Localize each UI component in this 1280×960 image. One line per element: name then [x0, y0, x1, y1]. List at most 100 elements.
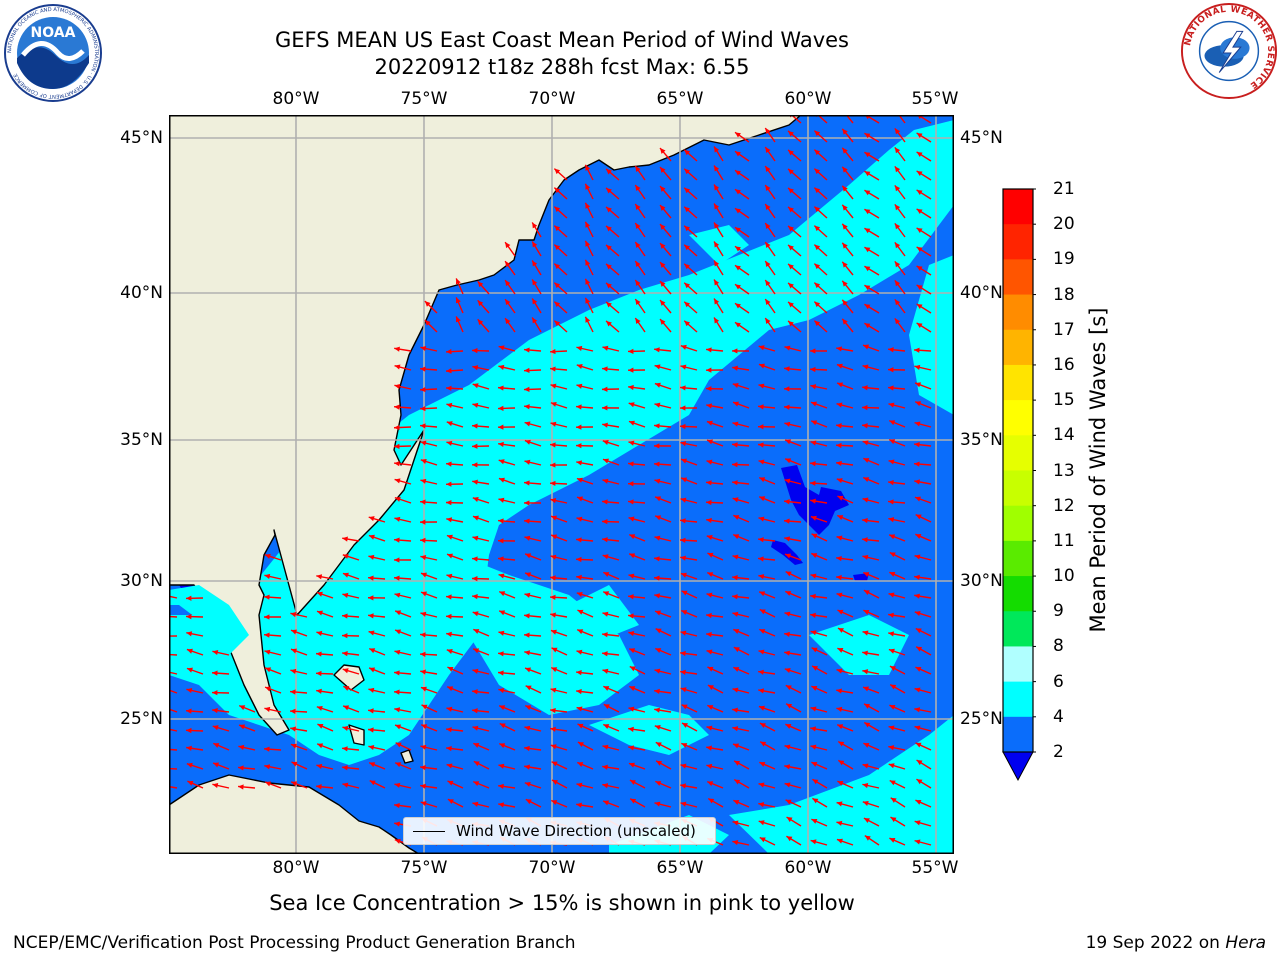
wind-wave-arrowhead [472, 462, 478, 468]
wind-wave-arrowhead [446, 385, 452, 391]
wind-wave-arrowhead [914, 479, 921, 485]
wind-wave-arrowhead [836, 346, 843, 352]
wind-wave-arrowhead [577, 629, 584, 635]
wind-wave-arrowhead [342, 592, 349, 598]
wind-wave-arrowhead [707, 781, 714, 787]
wind-wave-arrowhead [811, 762, 818, 767]
wind-wave-arrowhead [629, 666, 636, 672]
wind-wave-arrowhead [498, 687, 505, 694]
wind-wave-arrowhead [577, 496, 584, 502]
wind-wave-arrowhead [550, 401, 557, 407]
wind-wave-arrowhead [836, 442, 842, 449]
colorbar-segment [1003, 505, 1033, 542]
wind-wave-arrowhead [342, 765, 348, 771]
wind-wave-arrowhead [680, 518, 686, 524]
wind-wave-arrowhead [369, 762, 376, 768]
wind-wave-arrow [169, 785, 178, 789]
wind-wave-arrowhead [654, 575, 660, 581]
wind-wave-arrowhead [635, 166, 641, 172]
wind-wave-arrowhead [862, 423, 868, 429]
wind-wave-arrowhead [660, 167, 666, 173]
wind-wave-arrowhead [894, 318, 901, 325]
wind-wave-arrowhead [784, 478, 791, 484]
wind-wave-arrowhead [810, 366, 816, 373]
wind-wave-arrowhead [499, 743, 506, 749]
wind-wave-arrowhead [732, 554, 739, 560]
wind-wave-arrowhead [863, 742, 870, 748]
wind-wave-arrowhead [368, 744, 375, 751]
wind-wave-arrowhead [812, 798, 819, 804]
wind-wave-arrowhead [655, 628, 662, 634]
wind-wave-arrowhead [550, 421, 557, 427]
wind-wave-arrowhead [707, 572, 714, 578]
wind-wave-arrowhead [606, 187, 612, 194]
wind-wave-arrowhead [369, 780, 376, 786]
wind-wave-arrowhead [550, 442, 556, 448]
wind-wave-arrowhead [532, 317, 538, 324]
wind-wave-arrowhead [660, 319, 666, 325]
wind-wave-arrowhead [342, 613, 348, 619]
wind-wave-arrowhead [788, 130, 794, 137]
wind-wave-arrowhead [498, 441, 504, 448]
wind-wave-arrowhead [477, 281, 484, 288]
wind-wave-arrowhead [916, 208, 923, 215]
wind-wave-arrowhead [862, 404, 868, 411]
wind-wave-arrowhead [680, 572, 687, 578]
colorbar-tick-label: 18 [1053, 284, 1075, 305]
footer-left: NCEP/EMC/Verification Post Processing Pr… [13, 933, 576, 953]
wind-wave-arrowhead [394, 383, 401, 390]
wind-wave-arrowhead [524, 459, 531, 465]
wind-wave-arrowhead [368, 708, 374, 714]
colorbar-segment [1003, 364, 1033, 401]
wind-wave-arrowhead [655, 781, 662, 786]
wind-wave-arrowhead [316, 630, 323, 636]
wind-wave-arrowhead [455, 297, 461, 304]
wind-wave-arrowhead [836, 555, 842, 562]
wind-wave-arrowhead [842, 166, 848, 173]
chart-title: GEFS MEAN US East Coast Mean Period of W… [275, 28, 849, 52]
wind-wave-arrowhead [714, 184, 720, 191]
wind-wave-arrowhead [864, 266, 871, 272]
wind-wave-arrowhead [654, 461, 660, 467]
wind-wave-arrowhead [915, 799, 922, 805]
wind-wave-arrowhead [505, 261, 511, 268]
wind-wave-arrowhead [394, 802, 400, 809]
wind-wave-arrowhead [681, 743, 688, 748]
wind-wave-arrowhead [784, 499, 790, 505]
wind-wave-arrowhead [707, 705, 714, 710]
wind-wave-arrowhead [603, 686, 610, 691]
wind-wave-arrowhead [394, 782, 401, 788]
wind-wave-arrowhead [732, 726, 739, 732]
wind-wave-arrowhead [498, 424, 504, 430]
colorbar-segment [1003, 611, 1033, 647]
wind-wave-arrowhead [212, 782, 219, 789]
wind-wave-arrowhead [316, 688, 322, 694]
wind-wave-arrowhead [421, 572, 427, 578]
wind-wave-arrowhead [576, 706, 583, 712]
wind-wave-arrowhead [655, 496, 662, 502]
wind-wave-arrowhead [264, 573, 271, 580]
wind-wave-arrowhead [473, 648, 480, 654]
wind-wave-arrowhead [498, 405, 504, 411]
wind-wave-arrowhead [784, 631, 790, 637]
colorbar-segment [1003, 224, 1033, 260]
wind-wave-arrowhead [786, 836, 793, 842]
wind-wave-arrowhead [524, 404, 530, 410]
wind-wave-arrowhead [446, 573, 453, 579]
wind-wave-arrowhead [894, 223, 901, 230]
wind-wave-arrowhead [629, 534, 636, 540]
wind-wave-arrowhead [735, 151, 741, 157]
wind-wave-arrowhead [524, 367, 530, 374]
wind-wave-arrowhead [342, 746, 348, 752]
colorbar [1002, 188, 1036, 782]
wind-wave-arrowhead [606, 225, 612, 232]
wind-wave-arrowhead [680, 441, 687, 447]
wind-wave-arrowhead [628, 402, 635, 408]
wind-wave-arrowhead [814, 130, 821, 137]
wind-wave-arrowhead [915, 628, 922, 634]
wind-wave-arrowhead [681, 477, 688, 483]
wind-wave-arrowhead [635, 299, 641, 305]
colorbar-segment [1003, 259, 1033, 296]
wind-wave-arrowhead [342, 572, 349, 578]
wind-wave-arrowhead [524, 764, 530, 770]
